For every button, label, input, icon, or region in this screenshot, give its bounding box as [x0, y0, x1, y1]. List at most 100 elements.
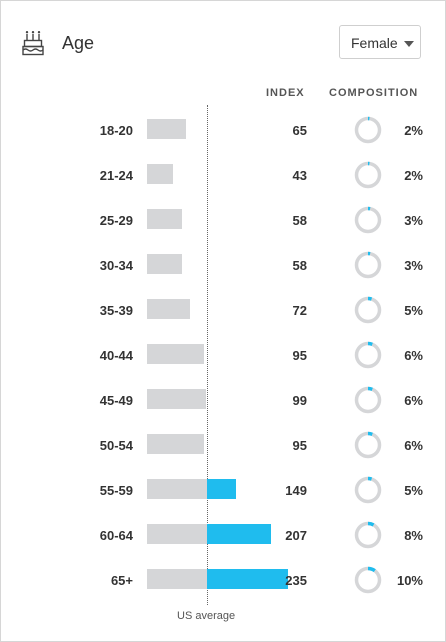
composition-value: 6% [404, 438, 423, 453]
birthday-cake-icon [22, 31, 44, 56]
age-label: 65+ [110, 573, 133, 588]
composition-donut [354, 251, 382, 279]
composition-donut [354, 431, 382, 459]
donut-track [354, 251, 382, 279]
age-label: 55-59 [99, 483, 133, 498]
index-value: 58 [292, 258, 307, 273]
composition-value: 5% [404, 303, 423, 318]
composition-value: 5% [404, 483, 423, 498]
composition-value: 3% [404, 213, 423, 228]
donut-track [354, 476, 382, 504]
composition-donut [354, 116, 382, 144]
composition-value: 3% [404, 258, 423, 273]
donut-slice [354, 431, 382, 459]
donut-slice [354, 521, 382, 549]
composition-donut [354, 566, 382, 594]
composition-value: 10% [396, 573, 423, 588]
donut-slice [354, 341, 382, 369]
composition-value: 6% [404, 393, 423, 408]
card-title: Age [62, 33, 95, 53]
age-label: 45-49 [99, 393, 133, 408]
donut-track [354, 161, 382, 189]
age-row: 30-34 58 3% [1, 251, 445, 280]
gender-select[interactable]: Female [339, 25, 421, 59]
index-bar [147, 524, 207, 544]
composition-donut [354, 341, 382, 369]
index-value: 65 [292, 123, 307, 138]
index-value: 207 [285, 528, 307, 543]
index-bar [147, 209, 182, 229]
composition-donut [354, 161, 382, 189]
index-bar [147, 299, 191, 319]
donut-track [354, 296, 382, 324]
age-label: 35-39 [99, 303, 133, 318]
index-above-average-bar [207, 524, 272, 544]
donut-slice [354, 161, 382, 189]
age-row: 21-24 43 2% [1, 161, 445, 190]
index-value: 99 [292, 393, 307, 408]
index-above-average-bar [207, 479, 237, 499]
age-row: 18-20 65 2% [1, 116, 445, 145]
chevron-down-icon [404, 41, 414, 47]
age-row: 55-59 149 5% [1, 476, 445, 505]
index-bar [147, 344, 204, 364]
index-value: 235 [285, 573, 307, 588]
donut-track [354, 431, 382, 459]
composition-donut [354, 296, 382, 324]
index-bar [147, 434, 204, 454]
composition-value: 8% [404, 528, 423, 543]
card-header: Age Female [1, 1, 445, 81]
index-bar [147, 164, 173, 184]
age-label: 50-54 [99, 438, 133, 453]
index-value: 95 [292, 348, 307, 363]
index-value: 149 [285, 483, 307, 498]
donut-track [354, 341, 382, 369]
index-bar [147, 389, 207, 409]
donut-slice [354, 386, 382, 414]
donut-track [354, 566, 382, 594]
gender-select-value: Female [351, 35, 398, 51]
age-label: 40-44 [99, 348, 133, 363]
donut-track [354, 386, 382, 414]
donut-track [354, 116, 382, 144]
donut-slice [354, 206, 382, 234]
donut-slice [354, 476, 382, 504]
donut-track [354, 206, 382, 234]
index-value: 43 [292, 168, 307, 183]
donut-slice [354, 566, 382, 594]
donut-slice [354, 296, 382, 324]
donut-slice [354, 251, 382, 279]
donut-slice [354, 116, 382, 144]
age-label: 60-64 [99, 528, 133, 543]
age-row: 35-39 72 5% [1, 296, 445, 325]
index-bar [147, 119, 186, 139]
index-above-average-bar [207, 569, 288, 589]
age-row: 60-64 207 8% [1, 521, 445, 550]
index-value: 58 [292, 213, 307, 228]
composition-donut [354, 206, 382, 234]
composition-value: 2% [404, 168, 423, 183]
age-row: 50-54 95 6% [1, 431, 445, 460]
age-label: 30-34 [99, 258, 133, 273]
composition-donut [354, 386, 382, 414]
us-average-line [207, 105, 208, 605]
us-average-label: US average [177, 610, 236, 622]
age-row: 45-49 99 6% [1, 386, 445, 415]
age-row: 25-29 58 3% [1, 206, 445, 235]
composition-column-header: COMPOSITION [329, 87, 419, 99]
index-bar [147, 479, 207, 499]
index-value: 72 [292, 303, 307, 318]
index-value: 95 [292, 438, 307, 453]
composition-value: 2% [404, 123, 423, 138]
age-row: 65+ 235 10% [1, 566, 445, 595]
composition-value: 6% [404, 348, 423, 363]
age-row: 40-44 95 6% [1, 341, 445, 370]
index-bar [147, 254, 182, 274]
index-column-header: INDEX [266, 87, 305, 99]
donut-track [354, 521, 382, 549]
age-label: 18-20 [99, 123, 133, 138]
age-label: 25-29 [99, 213, 133, 228]
index-bar [147, 569, 207, 589]
composition-donut [354, 521, 382, 549]
